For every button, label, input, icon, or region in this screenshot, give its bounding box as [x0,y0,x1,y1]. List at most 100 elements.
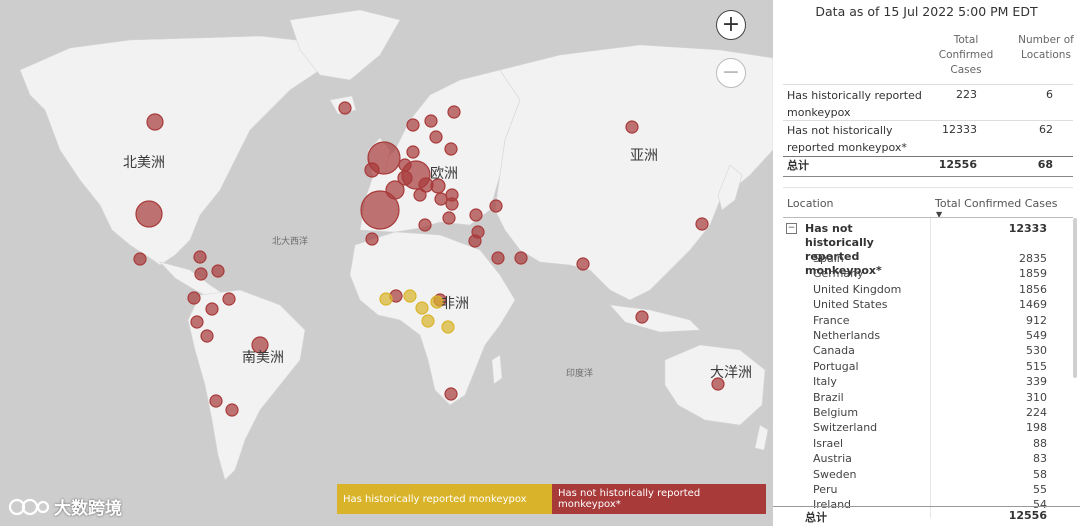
bubble-not-historical[interactable] [193,250,207,264]
detail-row[interactable]: United Kingdom 1856 [813,283,1047,298]
detail-row-location: Peru [813,483,838,496]
bubble-not-historical[interactable] [225,403,239,417]
legend-historical[interactable]: Has historically reported monkeypox [337,484,552,514]
summary-total-divider [783,156,1073,157]
label-oceania: 大洋洲 [710,365,752,381]
bubble-not-historical[interactable] [429,130,443,144]
bubble-not-historical[interactable] [360,190,400,230]
bubble-not-historical[interactable] [364,162,380,178]
bubble-not-historical[interactable] [398,158,412,172]
bubble-not-historical[interactable] [469,208,483,222]
summary-total-cases: 12556 [938,158,977,171]
bubble-historical[interactable] [430,295,444,309]
bubble-not-historical[interactable] [200,329,214,343]
bubble-not-historical[interactable] [695,217,709,231]
bubble-historical[interactable] [421,314,435,328]
bubble-not-historical[interactable] [385,180,405,200]
bubble-not-historical[interactable] [418,218,432,232]
detail-row-value: 54 [1033,498,1047,508]
bubble-not-historical[interactable] [222,292,236,306]
bubble-not-historical[interactable] [365,232,379,246]
south-america-shape [187,289,306,481]
bubble-not-historical[interactable] [209,394,223,408]
bubble-historical[interactable] [441,320,455,334]
bubble-not-historical[interactable] [406,118,420,132]
bubble-not-historical[interactable] [205,302,219,316]
detail-row-location: Brazil [813,390,844,404]
detail-row[interactable]: Belgium 224 [813,406,1047,421]
bubble-not-historical[interactable] [187,291,201,305]
new-zealand-shape [754,424,769,451]
bubble-not-historical[interactable] [251,336,269,354]
bubble-not-historical[interactable] [635,310,649,324]
detail-row[interactable]: Spain 2835 [813,252,1047,267]
detail-row[interactable]: Peru 55 [813,483,1047,498]
detail-row[interactable]: Netherlands 549 [813,329,1047,344]
detail-col-location[interactable]: Location [787,197,834,210]
detail-row[interactable]: Portugal 515 [813,360,1047,375]
detail-row[interactable]: Italy 339 [813,375,1047,390]
bubble-not-historical[interactable] [430,178,446,194]
detail-row[interactable]: United States 1469 [813,298,1047,313]
bubble-not-historical[interactable] [711,377,725,391]
bubble-not-historical[interactable] [576,257,590,271]
bubble-not-historical[interactable] [514,251,528,265]
detail-row[interactable]: Canada 530 [813,344,1047,359]
detail-scrollbar[interactable] [1073,218,1077,378]
detail-row[interactable]: Austria 83 [813,452,1047,467]
bubble-not-historical[interactable] [133,252,147,266]
bubble-not-historical[interactable] [442,211,456,225]
summary-col-locations[interactable]: Number of Locations [1018,34,1074,61]
bubble-not-historical[interactable] [338,101,352,115]
detail-row-value: 310 [1026,390,1047,404]
detail-row[interactable]: Brazil 310 [813,391,1047,406]
bubble-not-historical[interactable] [447,105,461,119]
bubble-not-historical[interactable] [625,120,639,134]
detail-col-total[interactable]: Total Confirmed Cases [935,197,1058,210]
bubble-not-historical[interactable] [211,264,225,278]
label-europe: 欧洲 [430,166,458,182]
detail-row-location: Belgium [813,406,859,419]
data-as-of-text: Data as of 15 Jul 2022 5:00 PM EDT [815,4,1038,19]
detail-rows[interactable]: Spain 2835 Germany 1859 United Kingdom 1856 Un… [773,250,1080,508]
label-africa: 非洲 [441,296,469,312]
bubble-not-historical[interactable] [444,142,458,156]
bubble-not-historical[interactable] [135,200,163,228]
zoom-in-button[interactable]: + [716,10,746,40]
detail-row[interactable]: Israel 88 [813,437,1047,452]
bubble-not-historical[interactable] [406,145,420,159]
summary-total-locations: 68 [1037,158,1053,171]
bubble-not-historical[interactable] [445,197,459,211]
bubble-historical[interactable] [415,301,429,315]
detail-row-value: 515 [1026,359,1047,373]
data-panel: Data as of 15 Jul 2022 5:00 PM EDT Total… [773,0,1080,526]
detail-row[interactable]: Sweden 58 [813,468,1047,483]
bubble-historical[interactable] [403,289,417,303]
collapse-icon[interactable]: − [786,223,797,234]
bubble-not-historical[interactable] [491,251,505,265]
detail-row[interactable]: Switzerland 198 [813,421,1047,436]
bubble-not-historical[interactable] [146,113,164,131]
bubble-not-historical[interactable] [444,387,458,401]
bubble-not-historical[interactable] [424,114,438,128]
detail-row-value: 224 [1026,406,1047,419]
bubble-not-historical[interactable] [397,170,413,186]
detail-row[interactable]: Ireland 54 [813,498,1047,508]
bubble-not-historical[interactable] [190,315,204,329]
bubble-not-historical[interactable] [489,199,503,213]
summary-col-total[interactable]: Total Confirmed Cases [938,34,994,76]
summary-row-not-historical-locations: 62 [1039,123,1053,136]
world-map[interactable]: 北美洲 南美洲 欧洲 非洲 亚洲 大洋洲 北大西洋 印度洋 + − Has hi… [0,0,773,526]
zoom-out-button[interactable]: − [716,58,746,88]
bubble-not-historical[interactable] [194,267,208,281]
bubble-not-historical[interactable] [434,192,448,206]
sort-desc-icon[interactable]: ▼ [936,210,943,219]
detail-row[interactable]: Germany 1859 [813,267,1047,282]
detail-row-value: 530 [1026,344,1047,358]
legend-not-historical[interactable]: Has not historically reported monkeypox* [552,484,766,514]
bubble-not-historical[interactable] [468,234,482,248]
summary-row-not-historical-total: 12333 [942,123,977,136]
detail-row[interactable]: France 912 [813,314,1047,329]
detail-row-value: 339 [1026,375,1047,389]
bubble-historical[interactable] [379,292,393,306]
